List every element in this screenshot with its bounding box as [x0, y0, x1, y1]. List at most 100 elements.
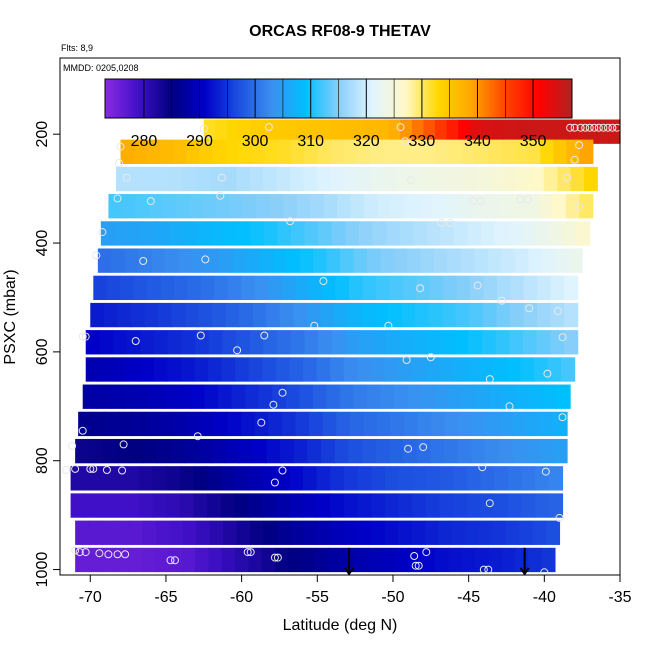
heatmap-cell: [496, 275, 511, 301]
heatmap-cell: [488, 547, 503, 573]
heatmap-cell: [289, 466, 304, 491]
heatmap-cell: [469, 302, 484, 328]
heatmap-cell: [487, 248, 503, 273]
heatmap-cell: [157, 438, 172, 464]
heatmap-cell: [483, 275, 498, 301]
heatmap-cell: [521, 493, 536, 518]
heatmap-cell: [112, 357, 128, 382]
heatmap-cell: [70, 493, 85, 518]
heatmap-cell: [239, 438, 254, 464]
heatmap-cell: [289, 166, 304, 192]
heatmap-cell: [181, 547, 196, 573]
heatmap-cell: [493, 357, 508, 382]
heatmap-cell: [248, 357, 263, 382]
measurement-point: [558, 413, 567, 422]
heatmap-cell: [457, 438, 472, 464]
colorbar-tick-label: 290: [186, 133, 213, 150]
heatmap-cell: [166, 493, 181, 518]
measurement-point: [264, 123, 273, 132]
heatmap-cell: [93, 275, 108, 301]
heatmap-cell: [296, 194, 311, 219]
heatmap-cell: [120, 275, 135, 301]
heatmap-cell: [583, 166, 598, 192]
heatmap-cell: [218, 384, 233, 409]
heatmap-cell: [398, 520, 413, 545]
heatmap-cell: [111, 466, 126, 491]
heatmap-cell: [182, 520, 197, 545]
heatmap-cell: [336, 411, 351, 437]
heatmap-cell: [448, 384, 463, 409]
heatmap-cell: [410, 166, 425, 192]
heatmap-cell: [333, 302, 349, 328]
heatmap-cell: [553, 139, 568, 164]
heatmap-cell: [372, 330, 387, 355]
heatmap-cell: [471, 438, 486, 464]
heatmap-cell: [343, 166, 358, 192]
heatmap-cell: [88, 520, 103, 545]
heatmap-cell: [128, 221, 143, 246]
heatmap-cell: [262, 357, 277, 382]
measurement-point: [122, 173, 131, 182]
heatmap-cell: [326, 384, 341, 409]
measurement-point: [118, 466, 127, 475]
heatmap-cell: [411, 520, 426, 545]
heatmap-cell: [319, 119, 332, 144]
x-axis-label: Latitude (deg N): [283, 617, 398, 634]
heatmap-cell: [465, 357, 481, 382]
heatmap-cell: [116, 438, 131, 464]
heatmap-cell: [106, 275, 121, 301]
heatmap-cell: [279, 302, 294, 328]
heatmap-cell: [556, 384, 571, 409]
heatmap-cell: [302, 466, 318, 491]
heatmap-cell: [357, 493, 372, 518]
heatmap-cell: [371, 520, 386, 545]
heatmap-cell: [335, 275, 350, 301]
heatmap-cell: [146, 139, 161, 164]
heatmap-cell: [181, 330, 196, 355]
measurement-point: [92, 251, 101, 260]
heatmap-cell: [124, 248, 139, 273]
heatmap-cell: [550, 119, 563, 144]
measurement-point: [102, 466, 111, 474]
heatmap-cell: [316, 166, 331, 192]
heatmap-cell: [238, 119, 251, 144]
heatmap-cell: [389, 275, 404, 301]
heatmap-cell: [155, 520, 170, 545]
heatmap-cell: [103, 302, 118, 328]
heatmap-cell: [448, 139, 463, 164]
heatmap-cell: [350, 194, 365, 219]
heatmap-cell: [322, 275, 337, 301]
heatmap-cell: [337, 194, 352, 219]
heatmap-cell: [207, 357, 223, 382]
measurement-point: [563, 173, 571, 182]
heatmap-cell: [415, 302, 430, 328]
heatmap-cell: [501, 547, 516, 573]
heatmap-cell: [404, 194, 419, 219]
heatmap-cell: [318, 221, 333, 246]
heatmap-cell: [223, 221, 238, 246]
arrow-head: [344, 567, 354, 576]
measurement-point: [426, 353, 435, 362]
heatmap-cell: [492, 520, 507, 545]
heatmap-cell: [289, 493, 304, 518]
heatmap-cell: [75, 520, 90, 545]
heatmap-cell: [409, 139, 423, 164]
measurement-point: [437, 218, 446, 227]
heatmap-cell: [281, 411, 297, 437]
heatmap-cell: [468, 330, 483, 355]
heatmap-cell: [520, 357, 535, 382]
measurement-point: [113, 550, 122, 559]
heatmap-cell: [152, 493, 167, 518]
heatmap-cell: [512, 411, 527, 437]
heatmap-cell: [273, 119, 286, 144]
measurement-point: [199, 124, 208, 133]
heatmap-cell: [276, 166, 291, 192]
heatmap-cell: [508, 221, 523, 246]
heatmap-cell: [280, 438, 295, 464]
heatmap-cell: [485, 194, 500, 219]
heatmap-cell: [261, 466, 277, 491]
heatmap-cell: [535, 493, 550, 518]
heatmap-cell: [461, 248, 476, 273]
measurement-point: [269, 400, 278, 409]
heatmap-cell: [96, 384, 111, 409]
